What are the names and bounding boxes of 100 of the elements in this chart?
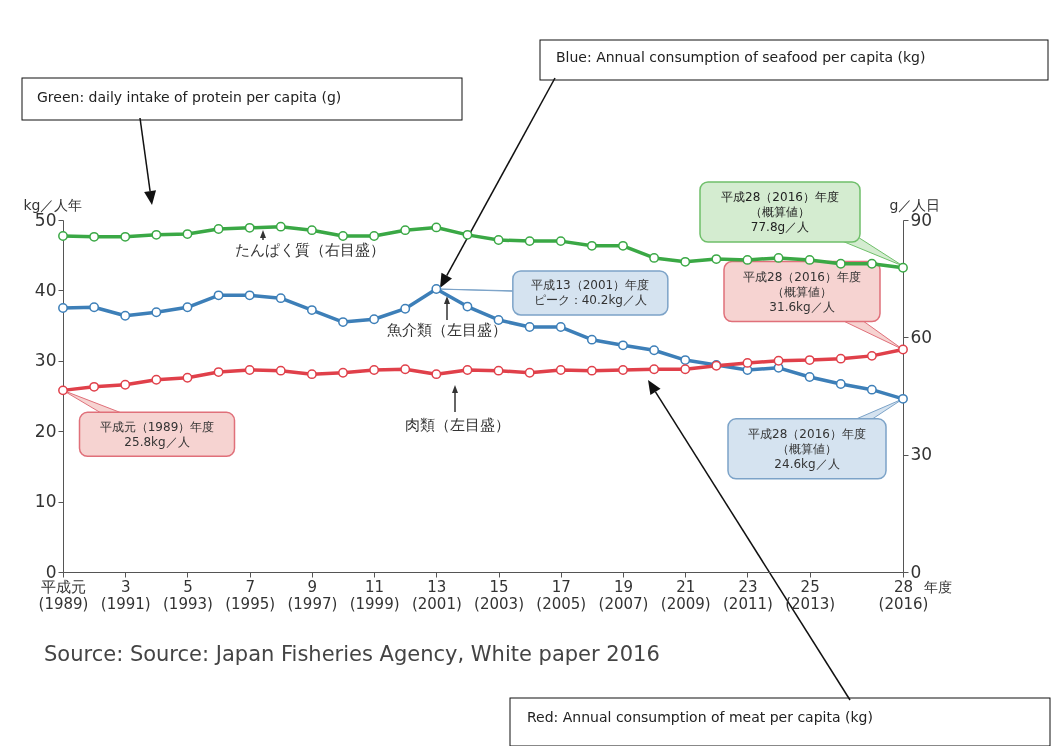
point bbox=[275, 221, 286, 232]
text: Red: Annual consumption of meat per capita (kg) bbox=[527, 709, 873, 725]
x-tick-label: 23 (2011) bbox=[723, 577, 773, 613]
x-tick-label: 5 (1993) bbox=[163, 577, 213, 613]
point bbox=[493, 315, 504, 325]
point bbox=[866, 258, 877, 269]
point bbox=[462, 365, 473, 375]
point bbox=[804, 372, 815, 382]
point bbox=[649, 364, 660, 375]
point bbox=[58, 303, 68, 313]
point bbox=[866, 350, 877, 361]
point bbox=[680, 364, 691, 375]
point bbox=[89, 302, 100, 313]
point bbox=[555, 322, 566, 332]
point bbox=[182, 302, 193, 313]
point bbox=[58, 231, 68, 241]
point bbox=[462, 301, 473, 312]
x-tick-label: 11 (1999) bbox=[349, 577, 400, 613]
point bbox=[804, 355, 815, 366]
point bbox=[244, 222, 255, 233]
point bbox=[680, 256, 691, 267]
point bbox=[151, 307, 162, 318]
series-label: 魚介類（左目盛） bbox=[387, 321, 507, 339]
point bbox=[400, 364, 411, 375]
point bbox=[586, 334, 597, 345]
point bbox=[493, 235, 504, 245]
point bbox=[898, 262, 908, 273]
point bbox=[151, 374, 162, 385]
point bbox=[773, 355, 784, 366]
point bbox=[618, 340, 628, 351]
point bbox=[618, 365, 628, 375]
source-note: Source: Source: Japan Fisheries Agency, White paper 2016 bbox=[44, 642, 660, 666]
point bbox=[680, 355, 691, 366]
y-tick-label: 40 bbox=[34, 279, 57, 300]
point bbox=[306, 225, 317, 236]
point bbox=[586, 365, 597, 376]
point bbox=[431, 284, 442, 294]
x-tick-label: 17 (2005) bbox=[536, 577, 587, 613]
series-label: たんぱく質（右目盛） bbox=[235, 241, 385, 259]
y-tick-label: 20 bbox=[34, 420, 57, 441]
point bbox=[742, 357, 753, 368]
x-tick-label: 3 (1991) bbox=[100, 577, 151, 613]
point bbox=[275, 293, 286, 304]
point bbox=[244, 365, 255, 375]
point bbox=[120, 310, 131, 321]
annotation: 平成13（2001）年度ピーク：40.2kg／人 bbox=[531, 278, 650, 308]
x-tick-label: 平成元 (1989) bbox=[38, 577, 89, 613]
point bbox=[649, 253, 660, 263]
point bbox=[182, 229, 193, 239]
point bbox=[120, 231, 131, 242]
point bbox=[306, 369, 317, 380]
point bbox=[649, 345, 660, 356]
point bbox=[524, 322, 535, 332]
y-axis-title: kg／人年 bbox=[23, 196, 83, 213]
point bbox=[555, 365, 566, 375]
x-tick-label: 21 (2009) bbox=[660, 577, 711, 613]
x-tick-label: 9 (1997) bbox=[287, 577, 338, 613]
point bbox=[493, 365, 504, 376]
point bbox=[835, 258, 846, 269]
y2-tick-label: 60 bbox=[910, 326, 933, 347]
point bbox=[586, 240, 597, 251]
point bbox=[400, 303, 411, 314]
point bbox=[213, 290, 224, 301]
point bbox=[182, 372, 193, 383]
x-tick-label: 19 (2007) bbox=[598, 577, 649, 613]
point bbox=[369, 231, 380, 241]
text: 肉類（左目盛） bbox=[404, 416, 510, 434]
y2-tick-label: 30 bbox=[910, 444, 933, 465]
point bbox=[524, 367, 535, 378]
point bbox=[338, 231, 348, 241]
point bbox=[120, 379, 131, 390]
point bbox=[338, 317, 348, 327]
point bbox=[244, 290, 255, 301]
point bbox=[524, 236, 535, 247]
point bbox=[711, 254, 722, 265]
x-tick-label: 15 (2003) bbox=[474, 577, 524, 613]
point bbox=[213, 367, 224, 377]
point bbox=[338, 367, 348, 378]
point bbox=[431, 222, 442, 233]
point bbox=[369, 365, 380, 375]
point bbox=[555, 236, 566, 247]
y2-axis-title: g／人日 bbox=[889, 196, 941, 213]
y-tick-label: 30 bbox=[34, 350, 57, 371]
point bbox=[369, 314, 380, 325]
annotation: 平成28（2016）年度（概算値）77.8g／人 bbox=[721, 190, 839, 234]
point bbox=[835, 379, 846, 389]
point bbox=[898, 344, 908, 355]
point bbox=[742, 254, 753, 265]
point bbox=[462, 229, 473, 240]
text: Blue: Annual consumption of seafood per capita (kg) bbox=[556, 49, 926, 65]
point bbox=[835, 353, 846, 364]
point bbox=[275, 365, 286, 376]
point bbox=[866, 384, 877, 395]
x-tick-label: 13 (2001) bbox=[411, 577, 462, 613]
point bbox=[400, 225, 411, 236]
point bbox=[151, 229, 162, 240]
point bbox=[89, 381, 100, 392]
point bbox=[213, 224, 224, 234]
point bbox=[89, 231, 100, 242]
x-tick-label: 7 (1995) bbox=[225, 577, 276, 613]
